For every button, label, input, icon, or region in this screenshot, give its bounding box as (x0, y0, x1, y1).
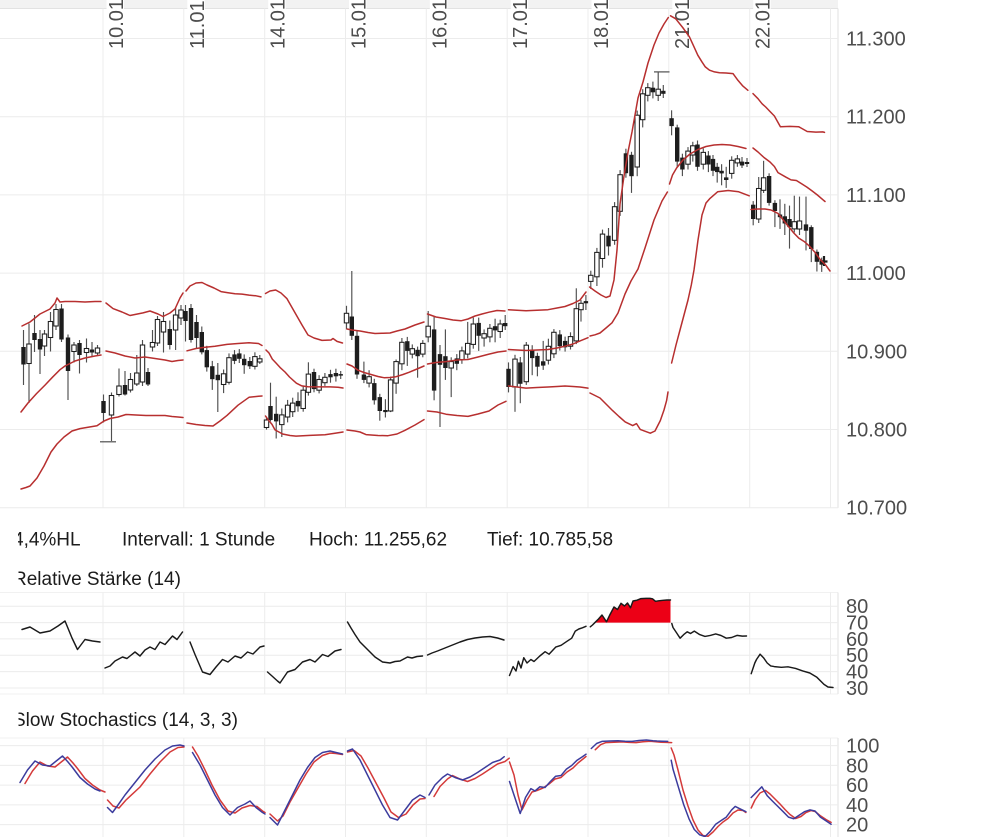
svg-text:21.01: 21.01 (672, 0, 694, 49)
svg-text:10.700: 10.700 (846, 498, 907, 520)
svg-text:Intervall: 1 Stunde: Intervall: 1 Stunde (122, 530, 275, 551)
svg-text:Tief: 10.785,58: Tief: 10.785,58 (487, 530, 613, 551)
svg-text:Hoch: 11.255,62: Hoch: 11.255,62 (309, 530, 447, 551)
svg-text:10.800: 10.800 (846, 420, 907, 442)
svg-text:14.01: 14.01 (268, 0, 290, 49)
svg-text:50: 50 (846, 645, 868, 667)
svg-text:22.01: 22.01 (753, 0, 775, 49)
svg-text:60: 60 (846, 629, 868, 651)
svg-text:30: 30 (846, 678, 868, 700)
svg-text:17.01: 17.01 (510, 0, 532, 49)
svg-text:11.200: 11.200 (846, 107, 906, 129)
svg-text:60: 60 (846, 775, 868, 797)
svg-text:4,4%HL: 4,4%HL (13, 530, 81, 551)
svg-text:80: 80 (846, 755, 868, 777)
svg-text:11.01: 11.01 (187, 0, 209, 49)
svg-text:40: 40 (846, 662, 868, 684)
svg-text:11.100: 11.100 (846, 185, 906, 207)
svg-text:70: 70 (846, 613, 868, 635)
svg-text:18.01: 18.01 (591, 0, 613, 49)
svg-text:11.000: 11.000 (846, 263, 906, 285)
svg-text:11.300: 11.300 (846, 29, 906, 51)
svg-text:10.01: 10.01 (106, 0, 128, 49)
svg-text:15.01: 15.01 (349, 0, 371, 49)
svg-text:Relative Stärke (14): Relative Stärke (14) (13, 569, 181, 590)
svg-text:80: 80 (846, 596, 868, 618)
svg-text:40: 40 (846, 795, 868, 817)
svg-text:100: 100 (846, 736, 879, 758)
svg-text:20: 20 (846, 815, 868, 837)
svg-text:16.01: 16.01 (429, 0, 451, 49)
svg-text:Slow Stochastics (14, 3, 3): Slow Stochastics (14, 3, 3) (13, 710, 238, 731)
svg-text:10.900: 10.900 (846, 341, 907, 363)
